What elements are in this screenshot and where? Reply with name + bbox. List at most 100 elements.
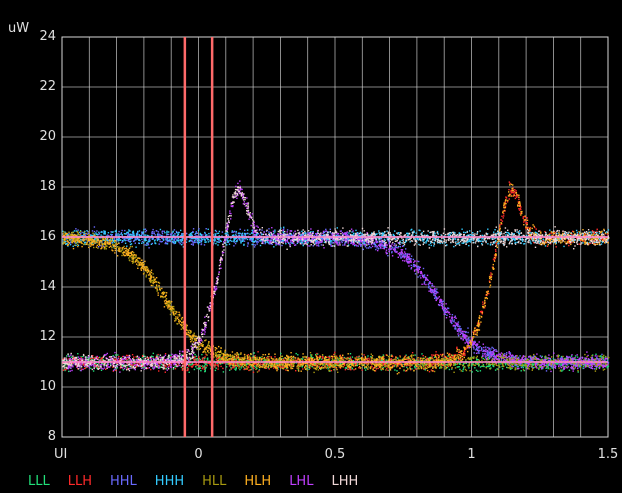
sample-point	[180, 366, 183, 368]
sample-point	[223, 362, 225, 364]
sample-point	[163, 230, 165, 232]
sample-point	[415, 359, 417, 362]
sample-point	[176, 239, 178, 241]
sample-point	[151, 355, 153, 357]
sample-point	[191, 366, 193, 368]
sample-point	[411, 368, 413, 370]
sample-point	[170, 356, 172, 358]
sample-point	[100, 357, 103, 360]
sample-point	[395, 246, 398, 249]
sample-point	[503, 215, 505, 217]
sample-point	[453, 321, 455, 323]
sample-point	[462, 363, 465, 365]
sample-point	[531, 237, 534, 239]
sample-point	[194, 241, 196, 244]
sample-point	[259, 356, 262, 359]
sample-point	[425, 358, 428, 360]
sample-point	[209, 364, 212, 366]
sample-point	[377, 240, 379, 243]
sample-point	[158, 243, 160, 245]
sample-point	[234, 368, 236, 370]
sample-point	[276, 368, 278, 370]
sample-point	[253, 352, 255, 354]
sample-point	[199, 365, 201, 367]
sample-point	[522, 217, 524, 219]
sample-point	[593, 362, 595, 365]
sample-point	[482, 235, 484, 237]
sample-point	[523, 369, 526, 372]
sample-point	[141, 240, 144, 243]
sample-point	[314, 243, 316, 245]
sample-point	[234, 358, 236, 360]
sample-point	[369, 362, 372, 364]
sample-point	[161, 230, 164, 232]
sample-point	[248, 364, 250, 367]
sample-point	[478, 347, 480, 349]
sample-point	[365, 359, 367, 361]
sample-point	[121, 229, 123, 232]
sample-point	[405, 354, 407, 356]
sample-point	[418, 243, 420, 246]
sample-point	[117, 240, 120, 242]
sample-point	[215, 355, 217, 357]
sample-point	[331, 360, 333, 362]
sample-point	[435, 292, 437, 294]
sample-point	[459, 362, 461, 364]
sample-point	[192, 244, 194, 246]
sample-point	[572, 363, 575, 365]
sample-point	[431, 356, 433, 358]
sample-point	[135, 238, 137, 240]
sample-point	[268, 228, 270, 230]
sample-point	[506, 352, 508, 354]
sample-point	[192, 241, 194, 244]
sample-point	[490, 348, 492, 350]
sample-point	[302, 357, 304, 359]
sample-point	[189, 359, 191, 361]
sample-point	[529, 230, 531, 232]
sample-point	[239, 238, 241, 240]
sample-point	[542, 367, 544, 370]
sample-point	[120, 239, 122, 241]
sample-point	[189, 232, 192, 235]
sample-point	[269, 364, 271, 366]
sample-point	[102, 363, 104, 365]
sample-point	[423, 274, 426, 276]
sample-point	[404, 253, 406, 255]
sample-point	[202, 365, 204, 367]
sample-point	[234, 242, 237, 245]
sample-point	[145, 229, 148, 232]
sample-point	[235, 232, 237, 234]
sample-point	[427, 363, 430, 365]
sample-point	[462, 353, 464, 355]
sample-point	[316, 352, 318, 355]
sample-point	[399, 246, 401, 248]
sample-point	[114, 358, 116, 360]
sample-point	[126, 245, 128, 247]
sample-point	[127, 232, 130, 235]
sample-point	[483, 239, 485, 242]
sample-point	[235, 366, 237, 369]
sample-point	[515, 190, 517, 192]
sample-point	[161, 237, 163, 239]
sample-point	[123, 237, 125, 239]
sample-point	[81, 231, 83, 234]
sample-point	[447, 307, 450, 310]
sample-point	[481, 348, 483, 351]
sample-point	[207, 362, 209, 364]
sample-point	[84, 364, 86, 366]
sample-point	[356, 364, 358, 366]
sample-point	[79, 359, 82, 361]
sample-point	[407, 232, 409, 234]
sample-point	[397, 365, 399, 367]
sample-point	[118, 230, 120, 233]
sample-point	[191, 237, 193, 240]
sample-point	[394, 369, 396, 371]
sample-point	[353, 362, 355, 364]
sample-point	[495, 243, 498, 245]
sample-point	[241, 359, 243, 361]
sample-point	[441, 303, 443, 305]
sample-point	[197, 357, 200, 360]
sample-point	[481, 240, 483, 242]
sample-point	[111, 234, 113, 236]
sample-point	[571, 241, 573, 244]
